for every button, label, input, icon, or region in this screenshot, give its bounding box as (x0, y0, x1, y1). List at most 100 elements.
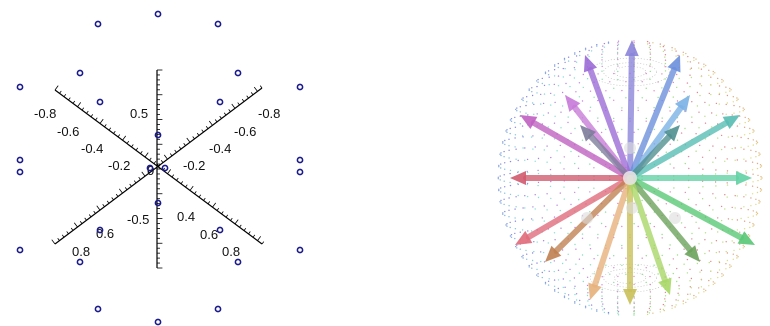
sphere-dot (677, 54, 679, 57)
sphere-dot (601, 59, 603, 61)
sphere-dot (504, 214, 506, 217)
sphere-dot (734, 159, 736, 161)
sphere-dot (714, 157, 717, 159)
arrow-head (580, 125, 597, 142)
sphere-dot (664, 70, 667, 72)
sphere-dot (509, 160, 512, 163)
sphere-dot (553, 216, 556, 218)
sphere-dot (712, 161, 714, 163)
sphere-dot (519, 248, 521, 250)
sphere-dot (616, 297, 619, 299)
diag-up-tick (156, 163, 159, 167)
sphere-dot (752, 223, 754, 225)
sphere-dot (722, 241, 724, 243)
sphere-dot (710, 76, 712, 78)
pole-ring (613, 66, 647, 78)
sphere-dot (531, 87, 533, 89)
sphere-dot (685, 52, 687, 55)
diag-down-tick (126, 140, 130, 144)
sphere-dot (582, 86, 584, 89)
sphere-dot (752, 131, 754, 133)
sphere-dot (715, 240, 718, 242)
sphere-dot (729, 90, 731, 92)
sphere-dot (564, 286, 566, 288)
sphere-dot (678, 288, 680, 290)
sphere-dot (680, 132, 683, 134)
sphere-dot (516, 244, 518, 246)
sphere-dot (645, 255, 647, 257)
sphere-dot (720, 205, 723, 208)
sphere-dot (574, 60, 576, 63)
sphere-dot (508, 157, 510, 159)
sphere-dot (708, 74, 710, 77)
sphere-dot (613, 120, 615, 122)
sphere-dot (659, 46, 661, 48)
arrow-shaft (627, 175, 744, 241)
sphere-dot (584, 307, 587, 309)
sphere-dot (690, 76, 693, 79)
sphere-dot (677, 292, 679, 294)
diag-up-tick (79, 221, 83, 224)
pole-ring (603, 62, 657, 82)
diag-up-tick (228, 109, 231, 112)
sphere-dot (743, 206, 745, 208)
sphere-dot (699, 259, 701, 262)
sphere-dot (662, 50, 665, 53)
sphere-dot (708, 250, 710, 252)
sphere-dot (698, 227, 700, 229)
arrow-star (510, 40, 755, 305)
sphere-dot (586, 78, 589, 80)
sphere-dot (525, 104, 527, 107)
diag-down-tick (95, 117, 98, 121)
tick-label-d1-g: 0.8 (222, 244, 240, 259)
right-sphere-arrows-plot (497, 40, 763, 316)
sphere-dot (570, 221, 572, 224)
sphere-dot (669, 143, 671, 145)
diag-up-tick (237, 102, 240, 106)
sphere-dot (758, 154, 760, 157)
sphere-dot (672, 96, 674, 98)
sphere-dot (554, 101, 556, 104)
sphere-dot (669, 191, 671, 193)
sphere-dot (757, 174, 759, 177)
sphere-dot (649, 57, 652, 59)
tick-label-d1-d: -0.2 (108, 158, 130, 173)
sphere-dot (547, 70, 550, 72)
data-point (76, 69, 84, 77)
diag-down-tick (167, 169, 172, 174)
sphere-dot (617, 202, 619, 205)
sphere-dot (657, 199, 659, 201)
sphere-dot (755, 211, 758, 213)
sphere-dot (589, 191, 591, 193)
diag-up-tick (196, 132, 200, 136)
sphere-dot (751, 193, 754, 195)
sphere-dot (589, 163, 591, 165)
sphere-dot (561, 105, 564, 107)
sphere-dot (524, 207, 526, 209)
point-cloud (16, 10, 304, 326)
diag-up-tick (66, 231, 69, 235)
diag-up-tick (241, 98, 245, 102)
sphere-dot (509, 184, 512, 187)
sphere-dot (751, 185, 754, 187)
sphere-dot (570, 203, 572, 206)
sphere-dot (724, 194, 726, 196)
sphere-dot (562, 278, 564, 280)
diag-down-tick (63, 94, 67, 97)
diag-down-tick (108, 127, 112, 131)
sphere-dot (736, 159, 738, 161)
sphere-dot (553, 122, 556, 124)
sphere-dot (649, 291, 652, 293)
diag-down-tick (194, 191, 197, 195)
sphere-dot (725, 86, 727, 88)
sphere-dot (653, 264, 655, 266)
sphere-dot (596, 310, 598, 312)
diag-down-tick (90, 114, 94, 118)
sphere-dot (502, 212, 504, 214)
sphere-dot (760, 176, 762, 178)
sphere-dot (672, 258, 674, 260)
sphere-dot (503, 150, 505, 153)
sphere-dot (621, 190, 623, 193)
diag-up-tick (201, 129, 204, 133)
data-point (296, 168, 304, 176)
